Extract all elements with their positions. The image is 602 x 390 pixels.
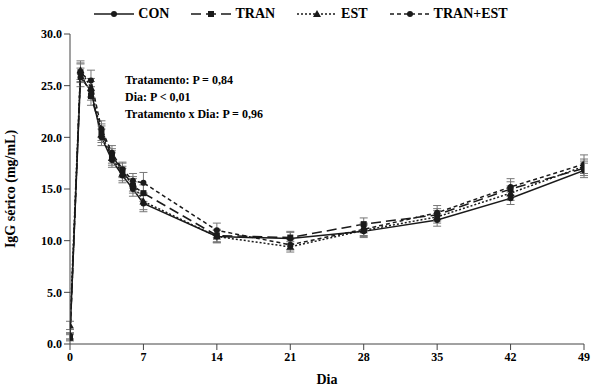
svg-text:25.0: 25.0 bbox=[41, 79, 62, 93]
svg-text:21: 21 bbox=[284, 350, 296, 364]
svg-text:28: 28 bbox=[358, 350, 370, 364]
svg-text:7: 7 bbox=[140, 350, 146, 364]
svg-text:10.0: 10.0 bbox=[41, 234, 62, 248]
html-text:Tratamento: P = 0,84: Tratamento: P = 0,84 bbox=[125, 73, 233, 87]
svg-text:20.0: 20.0 bbox=[41, 131, 62, 145]
svg-text:42: 42 bbox=[505, 350, 517, 364]
svg-text:IgG sérico (mg/mL): IgG sérico (mg/mL) bbox=[8, 130, 19, 249]
svg-text:0: 0 bbox=[67, 350, 73, 364]
svg-text:Dia: Dia bbox=[317, 372, 338, 387]
svg-text:49: 49 bbox=[578, 350, 590, 364]
svg-text:5.0: 5.0 bbox=[47, 286, 62, 300]
html-text:Dia: P < 0,01: Dia: P < 0,01 bbox=[125, 90, 191, 104]
svg-text:30.0: 30.0 bbox=[41, 27, 62, 41]
html-text:CON: CON bbox=[138, 6, 170, 21]
svg-text:15.0: 15.0 bbox=[41, 182, 62, 196]
html-text:Tratamento x Dia: P = 0,96: Tratamento x Dia: P = 0,96 bbox=[125, 107, 263, 121]
svg-text:0.0: 0.0 bbox=[47, 337, 62, 351]
html-text:TRAN+EST: TRAN+EST bbox=[433, 6, 508, 21]
html-text:EST: EST bbox=[341, 6, 368, 21]
svg-text:14: 14 bbox=[211, 350, 223, 364]
html-text:TRAN: TRAN bbox=[235, 6, 276, 21]
svg-text:35: 35 bbox=[431, 350, 443, 364]
